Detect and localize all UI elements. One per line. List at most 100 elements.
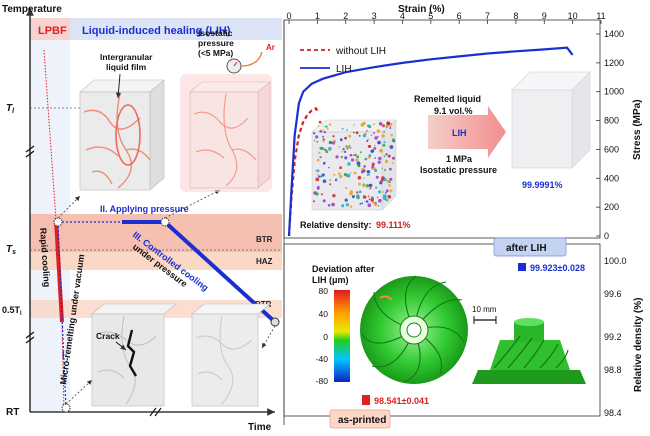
pore-dot xyxy=(383,125,385,128)
pore-dot xyxy=(364,200,366,202)
pore-dot xyxy=(351,195,355,199)
pore-dot xyxy=(358,135,361,137)
colorbar-tick: -40 xyxy=(316,354,329,364)
pore-dot xyxy=(322,135,324,138)
pore-dot xyxy=(317,185,320,188)
gauge-needle xyxy=(233,61,238,67)
pore-dot xyxy=(374,157,377,160)
pointer-arrow xyxy=(261,325,276,349)
density-tick-group: 98.4 98.8 99.2 99.6 100.0 xyxy=(604,256,627,418)
isostatic-pressure-label: Isostatic pressure xyxy=(420,165,497,175)
pore-dot xyxy=(364,157,368,161)
colorbar-tick: 40 xyxy=(319,309,329,319)
relative-density-axis-label: Relative density (%) xyxy=(633,298,644,392)
legend-without-lih: without LIH xyxy=(335,46,386,57)
pore-dot xyxy=(318,151,321,154)
density-tick: 100.0 xyxy=(604,256,627,266)
pore-dot xyxy=(350,158,355,162)
pore-dot xyxy=(328,141,331,144)
strain-tick-label: 2 xyxy=(343,11,348,21)
pore-dot xyxy=(335,155,339,159)
crack-pointer-arrow xyxy=(115,341,127,351)
pore-dot xyxy=(360,123,365,127)
pore-dot xyxy=(383,141,386,144)
pore-dot xyxy=(344,150,347,153)
lpbf-header: LPBF xyxy=(38,25,67,37)
lih-arrow-label: LIH xyxy=(452,128,467,138)
pore-dot xyxy=(383,155,386,158)
pore-dot xyxy=(361,202,364,205)
pore-dot xyxy=(325,125,328,128)
pore-dot xyxy=(345,187,348,190)
gas-line xyxy=(240,51,263,67)
pore-dot xyxy=(345,203,350,207)
pore-dot xyxy=(359,202,362,205)
pore-dot xyxy=(379,149,383,153)
tl-tick: Tl xyxy=(6,103,15,115)
ar-label: Ar xyxy=(266,43,275,52)
as-printed-label: as-printed xyxy=(338,415,386,426)
pore-dot xyxy=(377,140,381,145)
iso-label-line3: (<5 MPa) xyxy=(198,48,233,58)
pore-dot xyxy=(373,132,376,134)
pore-dot xyxy=(370,149,374,153)
pore-dot xyxy=(323,129,325,131)
pore-dot xyxy=(384,191,387,194)
pore-dot xyxy=(319,146,323,150)
pore-dot xyxy=(344,156,348,160)
relative-density-value: 99.111% xyxy=(376,220,411,230)
pore-dot xyxy=(318,175,321,178)
deviation-title-line2: LIH (μm) xyxy=(312,275,349,285)
pore-dot xyxy=(328,166,330,169)
remelting-path xyxy=(57,223,67,409)
density-tick: 99.2 xyxy=(604,332,622,342)
point-marker xyxy=(160,217,170,227)
pore-dot xyxy=(328,146,332,151)
stress-tick-label: 1400 xyxy=(604,29,624,39)
pore-dot xyxy=(366,140,369,142)
pore-dot xyxy=(343,172,348,177)
pore-dot xyxy=(316,141,319,143)
pore-dot xyxy=(322,199,326,203)
pore-dot xyxy=(389,145,394,149)
pore-dot xyxy=(385,189,389,193)
step-one-label: I xyxy=(62,350,65,360)
pore-dot xyxy=(315,192,319,196)
half-tl-tick: 0.5Tl xyxy=(2,305,22,317)
pore-dot xyxy=(321,173,325,177)
pore-dot xyxy=(332,141,336,145)
pore-dot xyxy=(329,183,332,186)
pore-dot xyxy=(335,178,337,180)
density-panel: Relative density (%) 98.4 98.8 99.2 99.6… xyxy=(312,237,644,429)
pore-dot xyxy=(344,198,348,202)
pore-dot xyxy=(320,156,322,159)
relative-density-label: Relative density: xyxy=(300,220,372,230)
pore-dot xyxy=(368,183,372,187)
pore-dot xyxy=(314,169,316,171)
pore-dot xyxy=(315,177,320,182)
pore-dot xyxy=(368,154,372,157)
after-lih-badge xyxy=(493,237,567,257)
pore-dot xyxy=(370,198,374,202)
pore-dot xyxy=(370,134,373,137)
porous-cube-render xyxy=(311,119,397,211)
pore-dot xyxy=(372,201,375,204)
pore-dot xyxy=(382,194,387,199)
strain-tick-group: 0 1 2 3 4 5 6 7 8 9 10 11 xyxy=(286,11,606,24)
impeller-side-view xyxy=(472,318,586,384)
haz-label: HAZ xyxy=(256,257,273,266)
pore-dot xyxy=(389,167,392,171)
pore-dot xyxy=(316,173,319,176)
pore-dot xyxy=(339,174,343,179)
pore-dot xyxy=(352,154,355,157)
pore-dot xyxy=(346,148,348,150)
pore-dot xyxy=(338,172,341,175)
stress-tick-label: 400 xyxy=(604,173,619,183)
pore-dot xyxy=(340,155,343,159)
pore-dot xyxy=(392,156,395,160)
strain-tick-label: 5 xyxy=(428,11,433,21)
film-label-line1: Intergranular xyxy=(100,52,153,62)
stress-strain-chart: Strain (%) Stress (MPa) 0 1 2 3 4 5 6 7 8 9 10 11 0… xyxy=(286,4,643,241)
pore-dot xyxy=(384,159,389,164)
strain-tick-label: 4 xyxy=(400,11,405,21)
